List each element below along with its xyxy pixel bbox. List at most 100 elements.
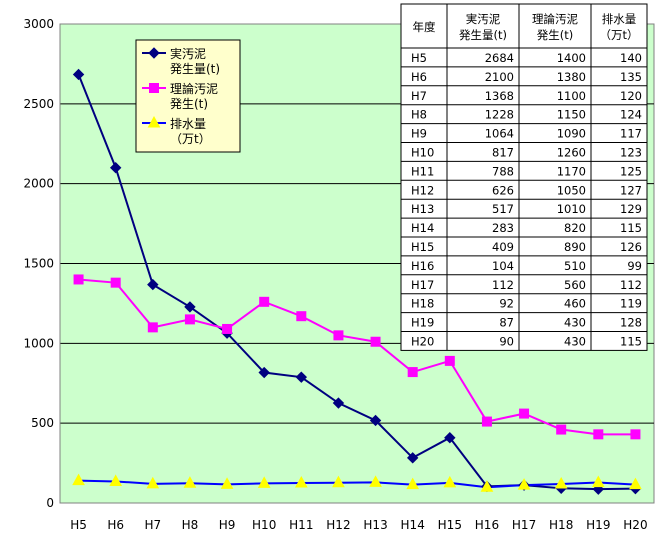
y-tick-label: 500: [31, 416, 54, 430]
data-point-2: [296, 311, 307, 322]
table-cell: H13: [411, 202, 434, 216]
legend-marker: [149, 83, 159, 93]
table-cell: 1260: [557, 145, 586, 159]
x-tick-label: H15: [438, 518, 462, 532]
table-frame: [400, 3, 648, 351]
x-tick-label: H20: [623, 518, 647, 532]
x-tick-label: H18: [549, 518, 573, 532]
table-cell: 2684: [485, 51, 514, 65]
table-cell: 115: [620, 334, 642, 348]
data-point-1: [295, 371, 308, 383]
data-point-2: [184, 314, 195, 325]
table-cell: H6: [411, 70, 427, 84]
data-point-3: [517, 478, 531, 490]
data-point-2: [481, 416, 492, 427]
data-point-2: [259, 296, 270, 307]
x-axis: H5 H6 H7 H8 H9 H10 H11 H12 H13 H14 H15 H16 H17 H18 H19…: [60, 502, 654, 532]
y-tick-label: 0: [46, 496, 54, 510]
table-cell: 510: [564, 259, 586, 273]
data-point-2: [222, 323, 233, 334]
data-point-1: [72, 68, 85, 81]
table-cell: H7: [411, 89, 427, 103]
data-point-3: [443, 475, 457, 488]
series-lines: [77, 74, 636, 491]
data-point-3: [257, 476, 271, 488]
data-point-2: [593, 429, 604, 440]
data-point-2: [73, 274, 84, 285]
table-cell: H15: [411, 240, 434, 254]
table-cell: 517: [492, 202, 514, 216]
legend-label: 理論汚泥: [170, 81, 218, 96]
data-point-3: [294, 476, 308, 488]
table-cell: 99: [627, 259, 642, 273]
y-tick-label: 2000: [23, 177, 54, 191]
data-point-3: [629, 477, 642, 490]
data-point-3: [220, 477, 234, 489]
table-cell: 140: [620, 51, 642, 65]
table-cell: H19: [411, 316, 434, 330]
y-tick-label: 1000: [23, 336, 54, 350]
table-cell: H14: [411, 221, 434, 235]
table-cell: 817: [492, 145, 514, 159]
legend-marker: [147, 115, 161, 128]
table-cell: 123: [620, 145, 642, 159]
data-point-3: [554, 476, 568, 489]
legend-label: 実汚泥: [170, 46, 206, 61]
data-point-2: [556, 424, 567, 435]
table-header-cell: （万t）: [599, 28, 638, 42]
series-line-3: [78, 479, 636, 489]
data-point-2: [147, 322, 158, 333]
table-header-cell: 発生量(t): [459, 28, 507, 42]
table-cell: 128: [620, 316, 642, 330]
table-cell: 127: [620, 183, 642, 197]
x-tick-label: H14: [401, 518, 425, 532]
data-point-3: [480, 480, 494, 492]
x-tick-label: H5: [70, 518, 87, 532]
y-axis: 0 500 1000 1500 2000 2500 3000: [23, 17, 61, 510]
x-tick-label: H10: [252, 518, 276, 532]
table-cell: 120: [620, 89, 642, 103]
table-cell: 104: [492, 259, 514, 273]
x-tick-label: H11: [289, 518, 313, 532]
table-cell: 92: [499, 297, 514, 311]
data-point-2: [110, 277, 121, 288]
x-tick-label: H6: [107, 518, 124, 532]
data-point-3: [369, 475, 382, 487]
x-tick-label: H19: [586, 518, 610, 532]
table-cell: H16: [411, 259, 434, 273]
table-cell: 125: [620, 164, 642, 178]
data-point-3: [146, 476, 160, 489]
table-cell: 283: [492, 221, 514, 235]
legend-label: 発生(t): [170, 97, 208, 111]
table-cell: H5: [411, 51, 427, 65]
table-cell: 1100: [557, 89, 586, 103]
data-point-2: [370, 336, 381, 347]
table-cell: H9: [411, 127, 427, 141]
data-point-3: [183, 476, 197, 488]
table-cell: 1228: [485, 108, 514, 122]
table-cell: 1170: [557, 164, 586, 178]
table-cell: 115: [620, 221, 642, 235]
data-point-1: [147, 278, 159, 291]
x-tick-label: H16: [475, 518, 499, 532]
table-cell: 126: [620, 240, 642, 254]
table-cell: 90: [499, 334, 514, 348]
table-header-cell: 理論汚泥: [532, 12, 578, 26]
table-cell: 430: [564, 334, 586, 348]
table-cell: 1090: [557, 127, 586, 141]
table-cell: H18: [411, 297, 434, 311]
table-cell: 1380: [557, 70, 586, 84]
table-cell: 112: [492, 278, 514, 292]
x-tick-label: H9: [219, 518, 236, 532]
legend-box: [135, 39, 241, 153]
x-tick-label: H13: [363, 518, 387, 532]
table-cell: H11: [411, 164, 434, 178]
table-cell: 129: [620, 202, 642, 216]
table-cell: 1150: [557, 108, 586, 122]
table-cell: 1064: [485, 127, 514, 141]
data-point-1: [184, 301, 196, 313]
series-markers: [72, 68, 642, 495]
table-header-cell: 排水量: [602, 12, 637, 26]
legend-label: 発生量(t): [170, 62, 220, 76]
